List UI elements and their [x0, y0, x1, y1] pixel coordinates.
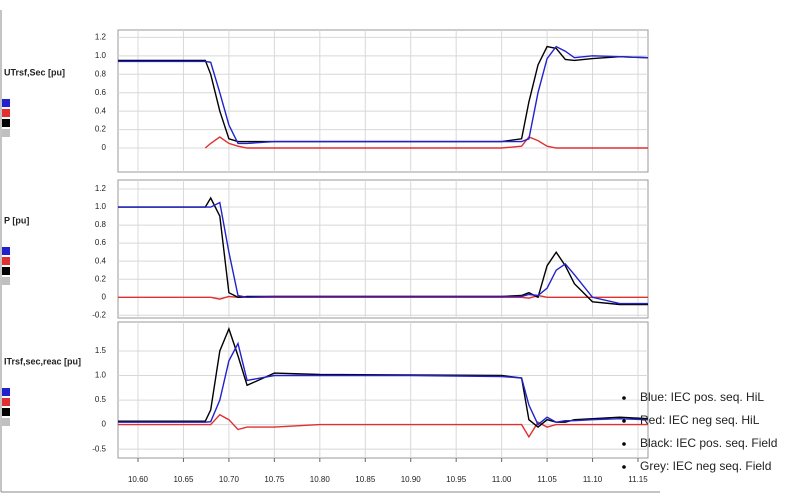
legend-label: Red: IEC neg seq. HiL: [640, 413, 760, 427]
series-line: [204, 136, 648, 149]
y-tick-label: 0.6: [95, 238, 107, 247]
y-tick-label: 0.2: [95, 274, 107, 283]
x-tick-label: 11.10: [583, 475, 603, 484]
legend-bullet: [622, 442, 626, 446]
y-tick-label: 1.0: [95, 371, 107, 380]
legend-label: Black: IEC pos. seq. Field: [640, 436, 777, 450]
x-tick-label: 10.85: [355, 475, 376, 484]
channel-swatch: [2, 109, 10, 117]
x-tick-label: 10.65: [173, 475, 194, 484]
y-axis-label: ITrsf,sec,reac [pu]: [4, 356, 81, 366]
y-tick-label: 0: [102, 292, 107, 301]
y-tick-label: 0.8: [95, 220, 107, 229]
x-tick-label: 10.95: [446, 475, 467, 484]
y-tick-label: 0.4: [95, 256, 107, 265]
channel-swatch: [2, 119, 10, 127]
plot-area: [117, 29, 649, 173]
x-tick-label: 11.15: [628, 475, 648, 484]
series-line: [118, 294, 648, 300]
series-line: [118, 201, 648, 305]
y-tick-label: 1.2: [95, 184, 107, 193]
series-line: [118, 413, 648, 439]
channel-swatch: [2, 388, 10, 396]
y-tick-label: 0: [102, 420, 107, 429]
plot-area: [117, 321, 649, 459]
legend-bullet: [622, 396, 626, 400]
channel-swatch: [2, 247, 10, 255]
channel-swatch: [2, 129, 10, 137]
y-axis-label: P [pu]: [4, 215, 29, 225]
channel-swatch: [2, 99, 10, 107]
channel-swatch: [2, 418, 10, 426]
channel-swatch: [2, 408, 10, 416]
legend-bullet: [622, 465, 626, 469]
x-tick-label: 10.90: [401, 475, 422, 484]
y-tick-label: -0.5: [92, 444, 106, 453]
x-tick-label: 11.00: [492, 475, 512, 484]
x-tick-label: 11.05: [537, 475, 557, 484]
legend-label: Grey: IEC neg seq. Field: [640, 459, 771, 473]
legend-bullet: [622, 419, 626, 423]
channel-swatch: [2, 267, 10, 275]
channel-swatch: [2, 277, 10, 285]
y-tick-label: 0.8: [95, 69, 107, 78]
y-tick-label: 0.2: [95, 125, 107, 134]
y-tick-label: 1.0: [95, 51, 107, 60]
y-tick-label: 0: [102, 143, 107, 152]
y-tick-label: -0.2: [92, 310, 106, 319]
x-tick-label: 10.80: [310, 475, 331, 484]
plot-area: [117, 179, 649, 319]
legend-label: Blue: IEC pos. seq. HiL: [640, 390, 764, 404]
x-tick-label: 10.60: [128, 475, 149, 484]
y-tick-label: 1.0: [95, 202, 107, 211]
series-line: [118, 341, 649, 426]
x-tick-label: 10.75: [264, 475, 285, 484]
y-axis-label: UTrsf,Sec [pu]: [4, 67, 65, 77]
y-tick-label: 0.4: [95, 106, 107, 115]
y-tick-label: 1.5: [95, 346, 107, 355]
channel-swatch: [2, 257, 10, 265]
series-line: [118, 45, 649, 145]
x-tick-label: 10.70: [219, 475, 240, 484]
y-tick-label: 0.6: [95, 88, 107, 97]
y-tick-label: 1.2: [95, 32, 107, 41]
channel-swatch: [2, 398, 10, 406]
y-tick-label: 0.5: [95, 395, 107, 404]
